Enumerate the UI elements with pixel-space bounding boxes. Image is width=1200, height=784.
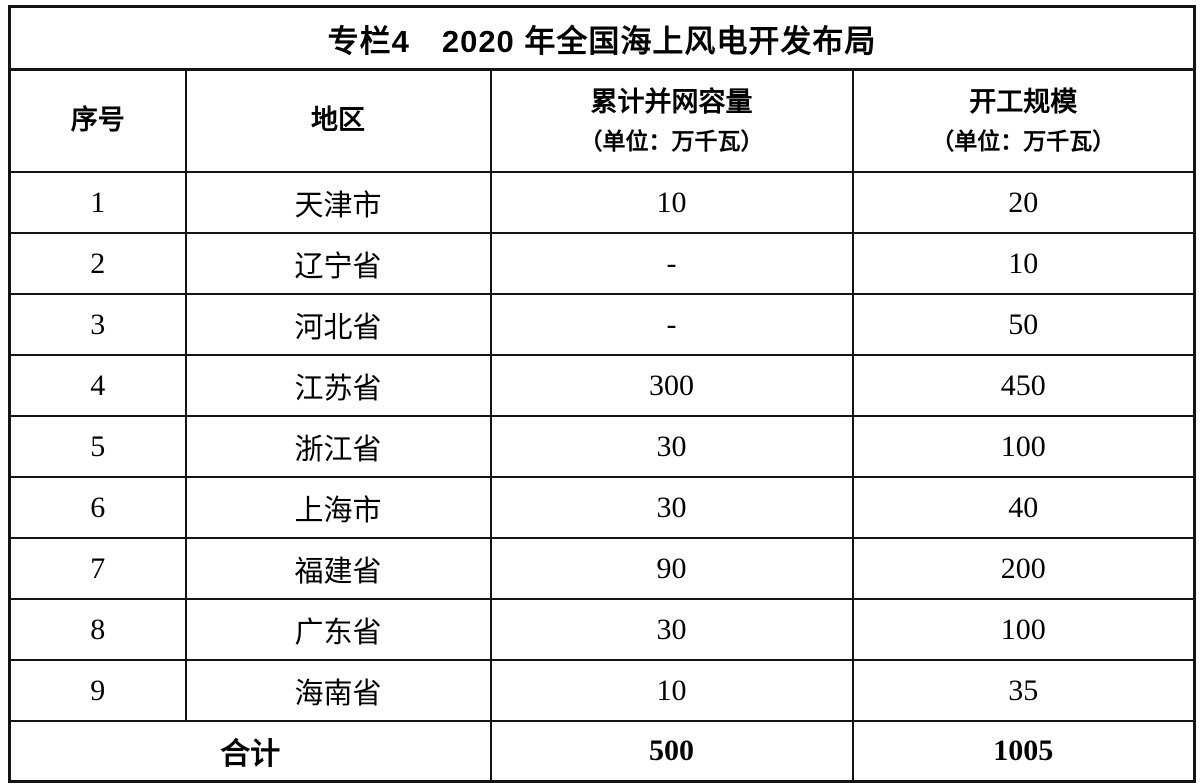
table-row: 2 辽宁省 - 10 bbox=[8, 232, 1196, 295]
row-region: 上海市 bbox=[184, 476, 492, 539]
row-scale: 20 bbox=[851, 171, 1196, 234]
row-capacity: - bbox=[489, 232, 854, 295]
table-row: 1 天津市 10 20 bbox=[8, 171, 1196, 234]
row-scale: 50 bbox=[851, 293, 1196, 356]
row-no: 1 bbox=[8, 171, 187, 234]
row-no: 4 bbox=[8, 354, 187, 417]
total-capacity: 500 bbox=[489, 720, 854, 783]
row-region: 海南省 bbox=[184, 659, 492, 722]
row-scale: 40 bbox=[851, 476, 1196, 539]
row-capacity: - bbox=[489, 293, 854, 356]
table-row: 9 海南省 10 35 bbox=[8, 659, 1196, 722]
row-no: 2 bbox=[8, 232, 187, 295]
row-region: 河北省 bbox=[184, 293, 492, 356]
row-scale: 100 bbox=[851, 415, 1196, 478]
row-region: 广东省 bbox=[184, 598, 492, 661]
row-capacity: 10 bbox=[489, 171, 854, 234]
row-scale: 450 bbox=[851, 354, 1196, 417]
row-capacity: 300 bbox=[489, 354, 854, 417]
row-region: 天津市 bbox=[184, 171, 492, 234]
row-region: 浙江省 bbox=[184, 415, 492, 478]
offshore-wind-layout-table: 专栏4 2020 年全国海上风电开发布局 序号 地区 累计并网容量 （单位：万千… bbox=[8, 5, 1197, 783]
row-scale: 10 bbox=[851, 232, 1196, 295]
header-region: 地区 bbox=[184, 68, 492, 173]
row-capacity: 10 bbox=[489, 659, 854, 722]
row-no: 5 bbox=[8, 415, 187, 478]
total-scale: 1005 bbox=[851, 720, 1196, 783]
header-no: 序号 bbox=[8, 68, 187, 173]
header-capacity-label: 累计并网容量 bbox=[590, 87, 753, 118]
row-region: 江苏省 bbox=[184, 354, 492, 417]
table-row: 6 上海市 30 40 bbox=[8, 476, 1196, 539]
row-region: 福建省 bbox=[184, 537, 492, 600]
total-label: 合计 bbox=[8, 720, 492, 783]
header-scale-unit: （单位：万千瓦） bbox=[931, 128, 1116, 154]
table-row: 4 江苏省 300 450 bbox=[8, 354, 1196, 417]
header-capacity-unit: （单位：万千瓦） bbox=[579, 128, 764, 154]
row-no: 3 bbox=[8, 293, 187, 356]
header-region-label: 地区 bbox=[311, 105, 365, 136]
row-scale: 200 bbox=[851, 537, 1196, 600]
row-scale: 35 bbox=[851, 659, 1196, 722]
header-scale: 开工规模 （单位：万千瓦） bbox=[851, 68, 1196, 173]
row-region: 辽宁省 bbox=[184, 232, 492, 295]
header-capacity: 累计并网容量 （单位：万千瓦） bbox=[489, 68, 854, 173]
row-no: 9 bbox=[8, 659, 187, 722]
row-no: 8 bbox=[8, 598, 187, 661]
header-scale-label: 开工规模 bbox=[969, 87, 1078, 118]
table-total-row: 合计 500 1005 bbox=[8, 720, 1196, 783]
table-title-row: 专栏4 2020 年全国海上风电开发布局 bbox=[8, 5, 1196, 71]
table-row: 7 福建省 90 200 bbox=[8, 537, 1196, 600]
row-capacity: 30 bbox=[489, 598, 854, 661]
table-row: 3 河北省 - 50 bbox=[8, 293, 1196, 356]
table-title: 专栏4 2020 年全国海上风电开发布局 bbox=[8, 5, 1196, 71]
row-scale: 100 bbox=[851, 598, 1196, 661]
table-row: 8 广东省 30 100 bbox=[8, 598, 1196, 661]
table-header-row: 序号 地区 累计并网容量 （单位：万千瓦） 开工规模 （单位：万千瓦） bbox=[8, 68, 1196, 173]
table-row: 5 浙江省 30 100 bbox=[8, 415, 1196, 478]
row-capacity: 90 bbox=[489, 537, 854, 600]
row-capacity: 30 bbox=[489, 415, 854, 478]
row-no: 6 bbox=[8, 476, 187, 539]
row-no: 7 bbox=[8, 537, 187, 600]
header-no-label: 序号 bbox=[70, 105, 125, 136]
row-capacity: 30 bbox=[489, 476, 854, 539]
